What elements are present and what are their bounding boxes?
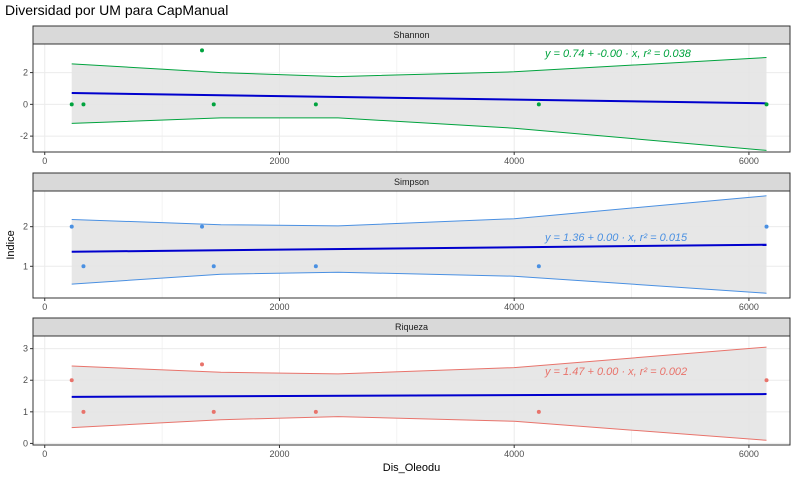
- data-point: [313, 409, 318, 414]
- facet-shannon: Shannon 0 2000 4000 6000 -2 0 2 y = 0.74 + -0.00…: [20, 25, 791, 166]
- data-point: [200, 362, 205, 367]
- data-point: [200, 48, 205, 53]
- regression-line: [71, 92, 767, 105]
- data-point: [211, 264, 216, 269]
- y-tick-label: 0: [23, 438, 28, 448]
- data-point: [69, 102, 74, 107]
- x-tick-label: 6000: [739, 302, 759, 312]
- data-point: [69, 378, 74, 383]
- x-tick-label: 0: [42, 449, 47, 459]
- upper-band-line: [71, 346, 767, 375]
- data-point: [536, 409, 541, 414]
- confidence-band: [71, 347, 767, 441]
- x-tick-label: 2000: [269, 156, 289, 166]
- data-point: [764, 224, 769, 229]
- data-point: [764, 378, 769, 383]
- y-tick-label: 2: [23, 68, 28, 78]
- data-point: [200, 224, 205, 229]
- data-point: [69, 224, 74, 229]
- data-point: [313, 102, 318, 107]
- panel-border: [32, 43, 791, 153]
- facet-strip-label: Shannon: [393, 30, 429, 40]
- confidence-band: [71, 195, 767, 294]
- y-tick-label: 2: [23, 222, 28, 232]
- x-tick-label: 0: [42, 302, 47, 312]
- x-axis-title: Dis_Oleodu: [383, 462, 440, 474]
- data-point: [81, 264, 86, 269]
- regression-line: [71, 393, 767, 398]
- panel-border: [32, 335, 791, 446]
- lower-band-line: [71, 271, 767, 294]
- regression-equation: y = 1.47 + 0.00 · x, r² = 0.002: [544, 366, 687, 378]
- x-tick-label: 2000: [269, 449, 289, 459]
- upper-band-line: [71, 57, 767, 78]
- regression-line: [71, 243, 767, 253]
- panel-border: [32, 190, 791, 299]
- data-point: [81, 102, 86, 107]
- lower-band-line: [71, 117, 767, 151]
- y-axis-title: Indice: [5, 230, 17, 259]
- y-tick-label: 1: [23, 407, 28, 417]
- y-tick-label: 1: [23, 261, 28, 271]
- data-point: [81, 409, 86, 414]
- data-point: [536, 264, 541, 269]
- facet-simpson: Simpson 0 2000 4000 6000 1 2 y = 1.36 + 0.00 · …: [23, 172, 791, 312]
- upper-band-line: [71, 195, 767, 227]
- lower-band-line: [71, 416, 767, 441]
- x-tick-label: 4000: [504, 449, 524, 459]
- facet-strip-label: Simpson: [394, 177, 429, 187]
- x-tick-label: 6000: [739, 449, 759, 459]
- y-tick-label: 3: [23, 344, 28, 354]
- data-point: [313, 264, 318, 269]
- x-tick-label: 4000: [504, 302, 524, 312]
- y-tick-label: 0: [23, 99, 28, 109]
- data-point: [211, 102, 216, 107]
- x-tick-label: 2000: [269, 302, 289, 312]
- x-tick-label: 4000: [504, 156, 524, 166]
- y-tick-label: 2: [23, 375, 28, 385]
- x-tick-label: 6000: [739, 156, 759, 166]
- confidence-band: [71, 57, 767, 151]
- data-point: [211, 409, 216, 414]
- y-tick-label: -2: [20, 131, 28, 141]
- data-point: [536, 102, 541, 107]
- data-point: [764, 102, 769, 107]
- facet-riqueza: Riqueza 0 2000 4000 6000 0 1 2 3 y = 1.47 + 0.00 …: [23, 317, 791, 459]
- facet-strip-label: Riqueza: [395, 322, 428, 332]
- x-tick-label: 0: [42, 156, 47, 166]
- chart-title: Diversidad por UM para CapManual: [5, 2, 229, 18]
- regression-equation: y = 0.74 + -0.00 · x, r² = 0.038: [544, 48, 692, 60]
- regression-equation: y = 1.36 + 0.00 · x, r² = 0.015: [544, 232, 688, 244]
